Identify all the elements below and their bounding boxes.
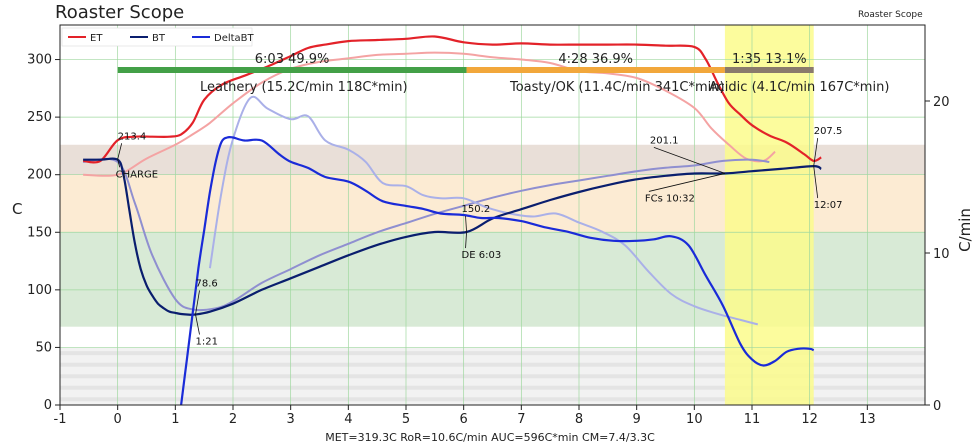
legend-label-et: ET <box>90 33 103 44</box>
x-tick-label: 1 <box>171 412 179 427</box>
x-tick-label: 10 <box>686 412 703 427</box>
x-tick-label: 8 <box>575 412 583 427</box>
series-bt <box>83 157 822 316</box>
phase-bar-0 <box>117 67 467 73</box>
y2-tick-label: 20 <box>933 95 950 110</box>
phase-sublabel-2: Acidic (4.1C/min 167C*min) <box>709 80 889 95</box>
x-tick-label: 0 <box>114 412 122 427</box>
x-tick-label: 5 <box>402 412 410 427</box>
annotation-label: 201.1 <box>650 135 679 146</box>
annotation-leader <box>653 147 726 174</box>
annotation-label: 213.4 <box>118 131 147 142</box>
background-curve-2 <box>208 95 759 326</box>
y2-tick-label: 10 <box>933 247 950 262</box>
x-tick-label: 2 <box>229 412 237 427</box>
background-curve-0 <box>83 51 776 177</box>
annotation-leader <box>813 138 819 167</box>
y-tick-label: 300 <box>27 53 52 68</box>
annotation-leader <box>195 314 200 335</box>
annotation-leader <box>117 143 123 160</box>
phase-sublabel-0: Leathery (15.2C/min 118C*min) <box>200 80 408 95</box>
annotation-label: DE 6:03 <box>462 250 502 261</box>
series-et <box>82 35 822 164</box>
y-tick-label: 0 <box>44 398 52 413</box>
annotation-label: 12:07 <box>814 200 843 211</box>
legend-label-deltabt: DeltaBT <box>214 33 255 44</box>
phase-label-2: 1:35 13.1% <box>732 52 807 67</box>
x-tick-label: 7 <box>517 412 525 427</box>
legend: ET BT DeltaBT <box>61 27 255 47</box>
x-tick-label: 11 <box>744 412 761 427</box>
y-tick-label: 50 <box>35 340 52 355</box>
x-tick-label: 4 <box>344 412 352 427</box>
phase-bar-2 <box>724 67 814 73</box>
annotation-leader <box>648 173 725 192</box>
annotation-leader <box>195 290 200 315</box>
phase-bar-1 <box>466 67 725 73</box>
x-tick-label: 12 <box>801 412 818 427</box>
corner-title: Roaster Scope <box>858 10 923 20</box>
y-tick-label: 150 <box>27 225 52 240</box>
y-tick-label: 100 <box>27 283 52 298</box>
x-tick-label: 3 <box>287 412 295 427</box>
annotation-label: 1:21 <box>196 336 218 347</box>
x-tick-label: -1 <box>54 412 67 427</box>
chart-title: Roaster Scope <box>55 2 184 23</box>
x-tick-label: 9 <box>633 412 641 427</box>
annotation-leader <box>465 232 467 249</box>
y-tick-label: 250 <box>27 110 52 125</box>
y2-axis-label: C/min <box>956 208 974 252</box>
annotation-label: 207.5 <box>814 126 843 137</box>
phase-label-0: 6:03 49.9% <box>255 52 330 67</box>
plot-frame <box>59 24 926 406</box>
annotation-label: CHARGE <box>116 169 158 180</box>
annotation-label: 150.2 <box>462 204 491 215</box>
background-curve-1 <box>83 157 770 312</box>
phase-label-1: 4:28 36.9% <box>558 52 633 67</box>
footer-stats: MET=319.3C RoR=10.6C/min AUC=596C*min CM… <box>325 431 655 444</box>
x-tick-label: 13 <box>859 412 876 427</box>
y2-tick-label: 0 <box>933 399 941 414</box>
y-tick-label: 200 <box>27 168 52 183</box>
annotation-leader <box>117 159 121 168</box>
annotation-label: FCs 10:32 <box>645 193 695 204</box>
annotation-leader <box>813 166 819 199</box>
phase-sublabel-1: Toasty/OK (11.4C/min 341C*min) <box>509 80 725 95</box>
series-deltabt <box>180 135 815 406</box>
annotation-leader <box>465 216 467 233</box>
legend-label-bt: BT <box>152 33 166 44</box>
annotation-label: 78.6 <box>196 278 218 289</box>
legend-box <box>61 27 253 47</box>
y-axis-label: C <box>12 200 22 218</box>
x-tick-label: 6 <box>460 412 468 427</box>
